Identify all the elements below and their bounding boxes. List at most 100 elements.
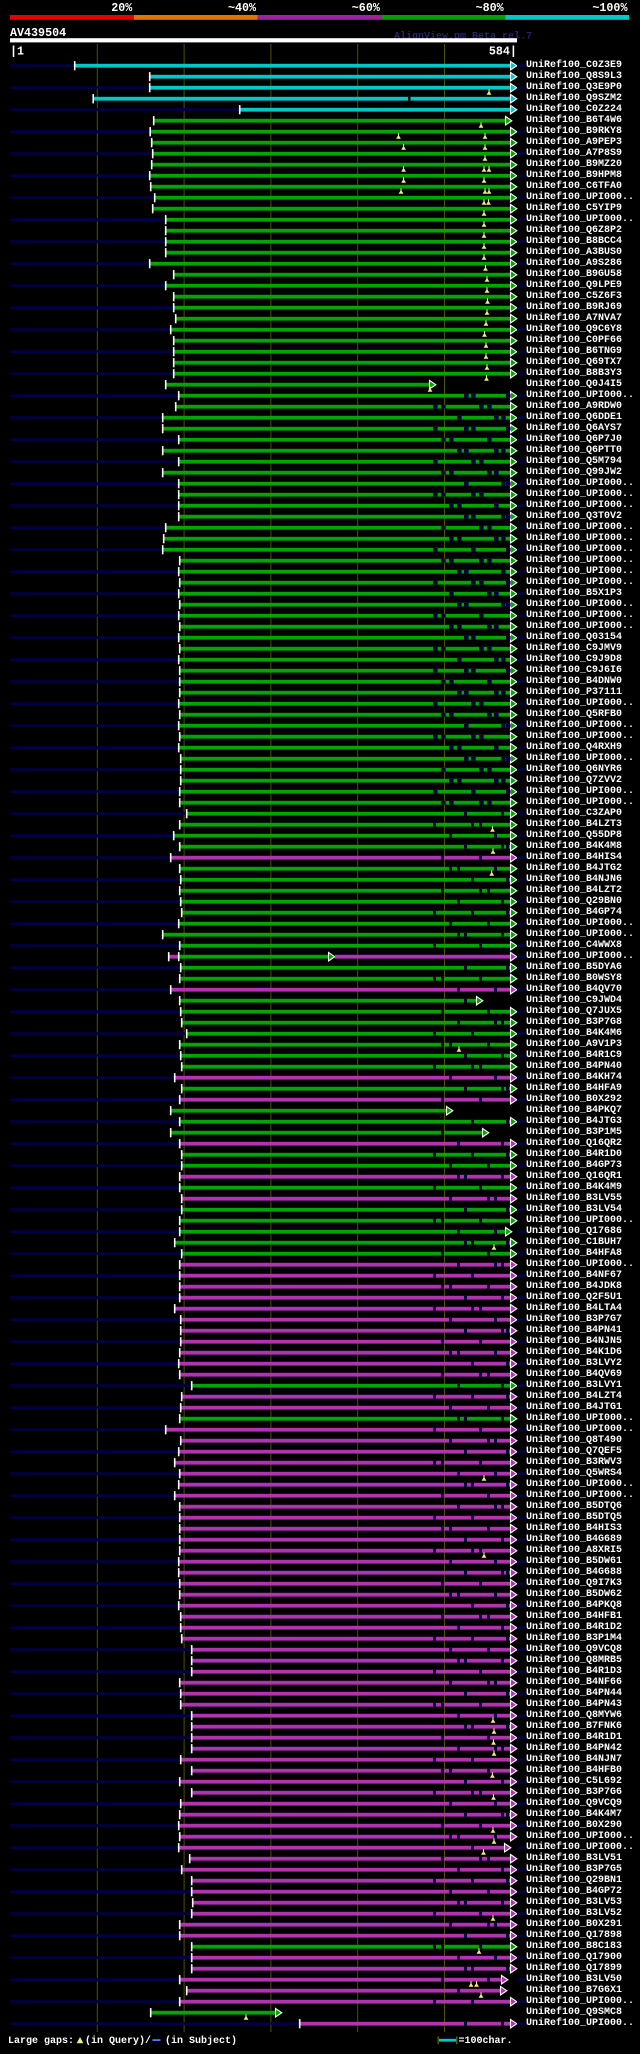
svg-text:UniRef100_A9PEP3: UniRef100_A9PEP3 [526,136,622,148]
svg-text:UniRef100_Q9LPE9: UniRef100_Q9LPE9 [526,279,622,291]
svg-text:UniRef100_Q9SMC8: UniRef100_Q9SMC8 [526,2006,622,2018]
svg-text:UniRef100_UPI000..: UniRef100_UPI000.. [526,598,634,610]
svg-text:UniRef100_B9MZ20: UniRef100_B9MZ20 [526,158,622,170]
svg-text:UniRef100_Q6NYR6: UniRef100_Q6NYR6 [526,763,622,775]
svg-text:UniRef100_Q03154: UniRef100_Q03154 [526,631,622,643]
svg-text:UniRef100_Q9SZM2: UniRef100_Q9SZM2 [526,92,622,104]
svg-text:(in Subject): (in Subject) [165,2035,237,2047]
svg-text:UniRef100_Q17898: UniRef100_Q17898 [526,1929,622,1941]
svg-text:(in Query)/: (in Query)/ [85,2035,151,2047]
svg-text:UniRef100_Q3E9P0: UniRef100_Q3E9P0 [526,81,622,93]
svg-text:UniRef100_B8C183: UniRef100_B8C183 [526,1940,622,1952]
svg-text:UniRef100_UPI000..: UniRef100_UPI000.. [526,609,634,621]
svg-text:UniRef100_B3LV51: UniRef100_B3LV51 [526,1852,622,1864]
svg-text:UniRef100_B3P7G5: UniRef100_B3P7G5 [526,1863,622,1875]
svg-text:UniRef100_UPI000..: UniRef100_UPI000.. [526,1412,634,1424]
svg-text:~60%: ~60% [352,1,381,15]
svg-text:UniRef100_Q6PTT0: UniRef100_Q6PTT0 [526,444,622,456]
svg-text:UniRef100_Q9VCQ8: UniRef100_Q9VCQ8 [526,1643,622,1655]
svg-text:UniRef100_UPI000..: UniRef100_UPI000.. [526,389,634,401]
svg-text:UniRef100_B4R1D2: UniRef100_B4R1D2 [526,1621,622,1633]
svg-text:UniRef100_C0PF66: UniRef100_C0PF66 [526,334,622,346]
svg-text:UniRef100_Q6AYS7: UniRef100_Q6AYS7 [526,422,622,434]
svg-text:UniRef100_Q2F5U1: UniRef100_Q2F5U1 [526,1291,622,1303]
svg-text:UniRef100_B0X291: UniRef100_B0X291 [526,1918,622,1930]
svg-text:UniRef100_B9RKY8: UniRef100_B9RKY8 [526,125,622,137]
svg-text:UniRef100_B4JTG3: UniRef100_B4JTG3 [526,1115,622,1127]
svg-text:UniRef100_UPI000..: UniRef100_UPI000.. [526,917,634,929]
svg-text:UniRef100_B4LTA4: UniRef100_B4LTA4 [526,1302,622,1314]
svg-text:UniRef100_Q9C6Y8: UniRef100_Q9C6Y8 [526,323,622,335]
svg-text:UniRef100_Q6Z8P2: UniRef100_Q6Z8P2 [526,224,622,236]
svg-text:~100%: ~100% [592,1,628,15]
svg-text:UniRef100_B0WSY8: UniRef100_B0WSY8 [526,972,622,984]
svg-text:UniRef100_B8B3Y3: UniRef100_B8B3Y3 [526,367,622,379]
svg-text:UniRef100_B4JDK8: UniRef100_B4JDK8 [526,1280,622,1292]
svg-text:UniRef100_B3LVY2: UniRef100_B3LVY2 [526,1357,622,1369]
svg-text:UniRef100_B3LV55: UniRef100_B3LV55 [526,1192,622,1204]
svg-text:UniRef100_Q8MYW6: UniRef100_Q8MYW6 [526,1709,622,1721]
svg-text:UniRef100_Q69TX7: UniRef100_Q69TX7 [526,356,622,368]
svg-text:UniRef100_Q29BN1: UniRef100_Q29BN1 [526,1874,622,1886]
svg-text:UniRef100_B4PN40: UniRef100_B4PN40 [526,1060,622,1072]
svg-text:UniRef100_B4R1D0: UniRef100_B4R1D0 [526,1148,622,1160]
svg-text:UniRef100_Q17900: UniRef100_Q17900 [526,1951,622,1963]
svg-text:UniRef100_B5DTQ6: UniRef100_B5DTQ6 [526,1500,622,1512]
svg-text:~80%: ~80% [476,1,505,15]
svg-text:UniRef100_UPI000..: UniRef100_UPI000.. [526,554,634,566]
svg-text:UniRef100_C9JMV9: UniRef100_C9JMV9 [526,642,622,654]
svg-text:UniRef100_B3P1M4: UniRef100_B3P1M4 [526,1632,622,1644]
svg-text:UniRef100_UPI000..: UniRef100_UPI000.. [526,719,634,731]
svg-text:UniRef100_B4NJN5: UniRef100_B4NJN5 [526,1335,622,1347]
svg-text:UniRef100_A3BUS0: UniRef100_A3BUS0 [526,246,622,258]
svg-text:UniRef100_B5DYA6: UniRef100_B5DYA6 [526,961,622,973]
svg-text:UniRef100_B4LZT2: UniRef100_B4LZT2 [526,884,622,896]
svg-text:UniRef100_Q99JW2: UniRef100_Q99JW2 [526,466,622,478]
svg-text:UniRef100_C9J9D8: UniRef100_C9J9D8 [526,653,622,665]
svg-text:UniRef100_Q7JUX5: UniRef100_Q7JUX5 [526,1005,622,1017]
svg-text:UniRef100_B5X1P3: UniRef100_B5X1P3 [526,587,622,599]
svg-text:UniRef100_B7G6X1: UniRef100_B7G6X1 [526,1984,622,1996]
svg-text:UniRef100_Q0J4I5: UniRef100_Q0J4I5 [526,378,622,390]
svg-text:UniRef100_B4K4M8: UniRef100_B4K4M8 [526,840,622,852]
svg-text:UniRef100_B4NF66: UniRef100_B4NF66 [526,1676,622,1688]
svg-text:UniRef100_Q8S9L3: UniRef100_Q8S9L3 [526,70,622,82]
svg-text:UniRef100_C5L692: UniRef100_C5L692 [526,1775,622,1787]
svg-text:|1: |1 [10,45,24,59]
svg-text:UniRef100_B4K4M7: UniRef100_B4K4M7 [526,1808,622,1820]
svg-text:UniRef100_UPI000..: UniRef100_UPI000.. [526,620,634,632]
svg-text:UniRef100_C3ZAP0: UniRef100_C3ZAP0 [526,807,622,819]
svg-text:UniRef100_B3P1M5: UniRef100_B3P1M5 [526,1126,622,1138]
svg-text:UniRef100_B7FNK6: UniRef100_B7FNK6 [526,1720,622,1732]
svg-text:UniRef100_Q6DDE1: UniRef100_Q6DDE1 [526,411,622,423]
svg-text:UniRef100_B9RJ69: UniRef100_B9RJ69 [526,301,622,313]
svg-text:UniRef100_Q5RFB0: UniRef100_Q5RFB0 [526,708,622,720]
svg-text:UniRef100_B4K4M6: UniRef100_B4K4M6 [526,1027,622,1039]
svg-text:UniRef100_A7P8S9: UniRef100_A7P8S9 [526,147,622,159]
svg-text:UniRef100_UPI000..: UniRef100_UPI000.. [526,191,634,203]
svg-text:UniRef100_B4GP72: UniRef100_B4GP72 [526,1885,622,1897]
svg-text:UniRef100_Q9I7K3: UniRef100_Q9I7K3 [526,1577,622,1589]
svg-text:UniRef100_UPI000..: UniRef100_UPI000.. [526,488,634,500]
svg-text:UniRef100_B3LV52: UniRef100_B3LV52 [526,1907,622,1919]
svg-text:UniRef100_Q5M794: UniRef100_Q5M794 [526,455,622,467]
svg-text:UniRef100_UPI000..: UniRef100_UPI000.. [526,565,634,577]
svg-text:UniRef100_A9V1P3: UniRef100_A9V1P3 [526,1038,622,1050]
svg-text:UniRef100_B3P7G8: UniRef100_B3P7G8 [526,1016,622,1028]
svg-text:UniRef100_B0X290: UniRef100_B0X290 [526,1819,622,1831]
svg-text:UniRef100_Q7ZVV2: UniRef100_Q7ZVV2 [526,774,622,786]
svg-text:UniRef100_C6TFA0: UniRef100_C6TFA0 [526,180,622,192]
svg-text:=100char.: =100char. [459,2035,513,2047]
svg-text:UniRef100_Q8T490: UniRef100_Q8T490 [526,1434,622,1446]
svg-text:UniRef100_B5DW62: UniRef100_B5DW62 [526,1588,622,1600]
svg-text:UniRef100_C5YIP9: UniRef100_C5YIP9 [526,202,622,214]
svg-text:UniRef100_B6TNG9: UniRef100_B6TNG9 [526,345,622,357]
svg-text:UniRef100_B4HFA9: UniRef100_B4HFA9 [526,1082,622,1094]
svg-text:UniRef100_B5DW61: UniRef100_B5DW61 [526,1555,622,1567]
svg-text:UniRef100_B4HFB1: UniRef100_B4HFB1 [526,1610,622,1622]
svg-text:UniRef100_B3LVY1: UniRef100_B3LVY1 [526,1379,622,1391]
svg-text:UniRef100_Q16QR1: UniRef100_Q16QR1 [526,1170,622,1182]
svg-text:UniRef100_B4PN41: UniRef100_B4PN41 [526,1324,622,1336]
svg-text:UniRef100_UPI000..: UniRef100_UPI000.. [526,928,634,940]
svg-text:UniRef100_UPI000..: UniRef100_UPI000.. [526,477,634,489]
